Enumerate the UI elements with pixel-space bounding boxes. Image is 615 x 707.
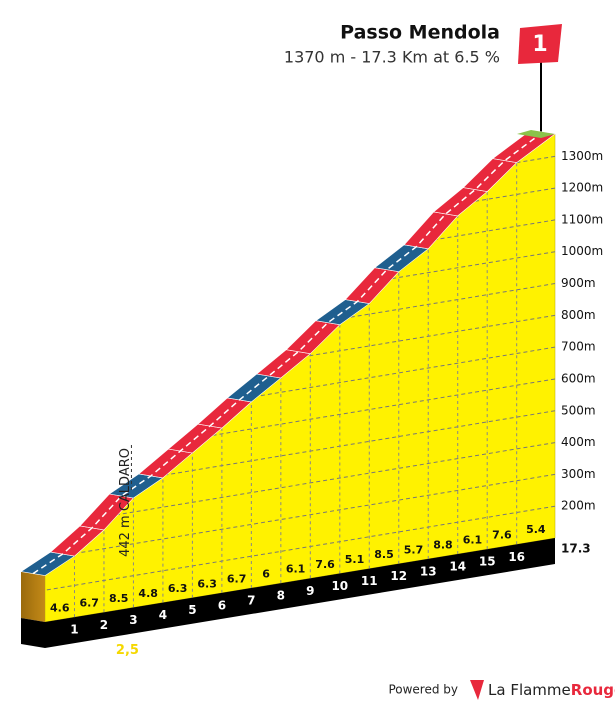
- gradient-label: 5.4: [526, 523, 546, 536]
- gradient-label: 5.1: [345, 553, 365, 566]
- y-tick-label: 700m: [561, 340, 596, 354]
- base-band: [21, 538, 555, 648]
- km-label: 1: [70, 623, 78, 637]
- annotation-km: 2,5: [116, 643, 139, 658]
- road-centerline: [32, 131, 544, 575]
- gradient-label: 4.8: [138, 587, 158, 600]
- km-label: 2: [100, 618, 108, 632]
- finish-patch: [517, 130, 555, 138]
- km-label: 13: [420, 564, 437, 578]
- gradient-label: 8.5: [374, 548, 394, 561]
- plot: 200m300m400m500m600m700m800m900m1000m110…: [20, 129, 603, 658]
- brand-accent: Rouge: [571, 681, 615, 699]
- y-tick-label: 800m: [561, 308, 596, 322]
- chart-title: Passo Mendola: [340, 22, 500, 44]
- gradient-label: 6.1: [286, 563, 306, 576]
- side-face: [21, 571, 45, 622]
- chart-subtitle: 1370 m - 17.3 Km at 6.5 %: [284, 48, 500, 67]
- y-tick-label: 600m: [561, 371, 596, 385]
- gradient-label: 4.6: [50, 602, 70, 615]
- km-label: 7: [247, 594, 255, 608]
- y-tick-label: 1300m: [561, 149, 603, 163]
- km-label: 3: [129, 613, 137, 627]
- flag: [518, 24, 562, 64]
- km-label: 8: [277, 589, 285, 603]
- gradient-label: 8.8: [433, 538, 453, 551]
- brand: La FlammeRouge: [488, 681, 615, 699]
- km-label: 14: [449, 560, 466, 574]
- km-label: 15: [479, 555, 496, 569]
- brand-name: La Flamme: [488, 681, 571, 699]
- gradient-label: 6: [262, 568, 270, 581]
- km-label: 10: [331, 579, 348, 593]
- km-label: 12: [390, 569, 407, 583]
- grid-line: [45, 442, 555, 528]
- gradient-label: 8.5: [109, 592, 129, 605]
- y-tick-label: 300m: [561, 467, 596, 481]
- km-label: 11: [361, 574, 378, 588]
- flag-label: 1: [532, 32, 547, 57]
- km-label: 16: [508, 550, 525, 564]
- gradient-label: 6.3: [197, 577, 217, 590]
- km-label: 9: [306, 584, 314, 598]
- km-label: 4: [159, 608, 167, 622]
- gradient-label: 6.7: [227, 572, 247, 585]
- y-tick-label: 500m: [561, 403, 596, 417]
- y-tick-label: 200m: [561, 499, 596, 513]
- distance-label: 17.3: [561, 542, 591, 556]
- brand-icon: [470, 680, 484, 700]
- gradient-label: 5.7: [404, 543, 424, 556]
- km-label: 5: [188, 603, 196, 617]
- y-tick-label: 400m: [561, 435, 596, 449]
- gradient-label: 7.6: [315, 558, 335, 571]
- grid-line: [45, 505, 555, 591]
- annotation: 442 m CALDARO: [118, 448, 133, 557]
- y-tick-label: 1100m: [561, 212, 603, 226]
- gradient-label: 6.7: [79, 597, 99, 610]
- y-tick-label: 1000m: [561, 244, 603, 258]
- km-label: 6: [218, 598, 226, 612]
- gradient-label: 7.6: [492, 529, 512, 542]
- powered-by: Powered by: [388, 683, 458, 697]
- y-tick-label: 1200m: [561, 181, 603, 195]
- gradient-label: 6.3: [168, 582, 188, 595]
- y-tick-label: 900m: [561, 276, 596, 290]
- grid-line: [45, 473, 555, 559]
- gradient-label: 6.1: [463, 534, 483, 547]
